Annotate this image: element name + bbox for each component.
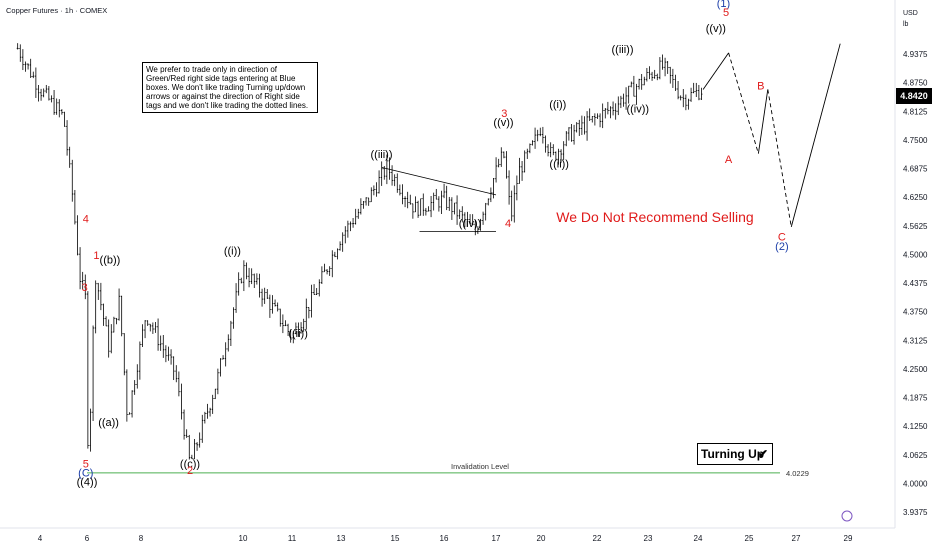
wave-label: ((v)) [706,23,726,35]
x-tick-label: 6 [85,534,90,543]
projection-segment [767,89,792,227]
x-tick-label: 10 [239,534,248,543]
y-tick-label: 4.2500 [903,365,928,374]
wave-label: ((c)) [180,458,200,470]
projection-segment [702,52,729,90]
x-tick-label: 22 [593,534,602,543]
candles-layer [16,43,703,460]
chart-title: Copper Futures · 1h · COMEX [6,6,108,15]
wave-label: (2) [775,241,788,253]
wave-label: A [725,154,733,166]
x-tick-label: 23 [644,534,653,543]
invalidation-value: 4.0229 [786,469,809,478]
triangle-upper-line [381,166,497,196]
x-tick-label: 8 [139,534,144,543]
projection-final-leg [790,43,841,228]
y-tick-label: 4.1875 [903,394,928,403]
x-tick-label: 29 [844,534,853,543]
wave-label: (C) [78,468,93,480]
lines-layer: Invalidation Level 4.0229 [87,43,841,478]
x-tick-label: 17 [492,534,501,543]
wave-label: 4 [83,213,89,225]
note-box: We prefer to trade only in direction of … [142,62,318,113]
y-tick-label: 4.7500 [903,136,928,145]
wave-label: ((iv)) [459,218,482,230]
y-tick-label: 3.9375 [903,508,928,517]
y-tick-label: 4.5625 [903,222,928,231]
y-tick-label: 4.0625 [903,451,928,460]
unit-label: lb [903,21,909,28]
turning-up-badge: Turning Up ✔ [697,443,773,465]
wave-label: 1 [93,250,99,262]
y-tick-label: 4.8125 [903,107,928,116]
y-tick-label: 4.3750 [903,308,928,317]
projection-segment [728,52,759,154]
wave-label: ((ii)) [288,328,308,340]
warning-text: We Do Not Recommend Selling [556,209,753,225]
y-tick-label: 4.6250 [903,193,928,202]
x-tick-label: 13 [337,534,346,543]
axis-layer: 4.9375 4.8750 4.8125 4.7500 4.6875 4.6250 4.56… [0,0,928,543]
wave-label: 2 [187,465,193,477]
wave-label: ((b)) [100,255,121,267]
y-tick-label: 4.5000 [903,250,928,259]
wave-label: ((iii)) [612,44,634,56]
currency-label: USD lb [903,8,918,30]
turning-up-label: Turning Up [701,447,765,461]
replay-icon [841,510,853,522]
invalidation-label: Invalidation Level [451,462,509,471]
current-price-tag: 4.8420 [896,88,932,104]
wave-label: ((iv)) [626,103,649,115]
wave-label: B [757,80,764,92]
wave-label: ((iii)) [371,149,393,161]
x-tick-label: 27 [792,534,801,543]
checkmark-icon: ✔ [757,447,768,461]
wave-label: (1) [717,0,730,10]
wave-label: 5 [83,458,89,470]
x-tick-label: 24 [694,534,703,543]
y-tick-label: 4.4375 [903,279,928,288]
projection-segment [757,89,769,154]
wave-label: ((4)) [77,477,98,489]
labels-layer: 431 ((b))((a))5(C)((4))((c))2((i))((ii))(… [77,0,789,489]
y-tick-label: 4.6875 [903,165,928,174]
wave-label: ((a)) [98,417,119,429]
wave-label: ((i)) [224,245,241,257]
x-tick-label: 16 [440,534,449,543]
wave-label: C [778,232,786,244]
y-tick-label: 4.0000 [903,479,928,488]
wave-label: 5 [723,7,729,19]
x-tick-label: 4 [38,534,43,543]
wave-label: 4 [505,218,511,230]
y-tick-label: 4.1250 [903,422,928,431]
wave-label: ((v)) [493,117,513,129]
y-tick-label: 4.9375 [903,50,928,59]
x-tick-label: 11 [288,534,297,543]
wave-label: ((i)) [549,99,566,111]
x-tick-label: 15 [391,534,400,543]
currency-code: USD [903,10,918,17]
y-tick-label: 4.3125 [903,336,928,345]
wave-label: 3 [82,282,88,294]
y-tick-label: 4.8750 [903,79,928,88]
wave-label: 3 [501,108,507,120]
x-tick-label: 20 [537,534,546,543]
wave-label: ((ii)) [549,158,569,170]
x-tick-label: 25 [745,534,754,543]
